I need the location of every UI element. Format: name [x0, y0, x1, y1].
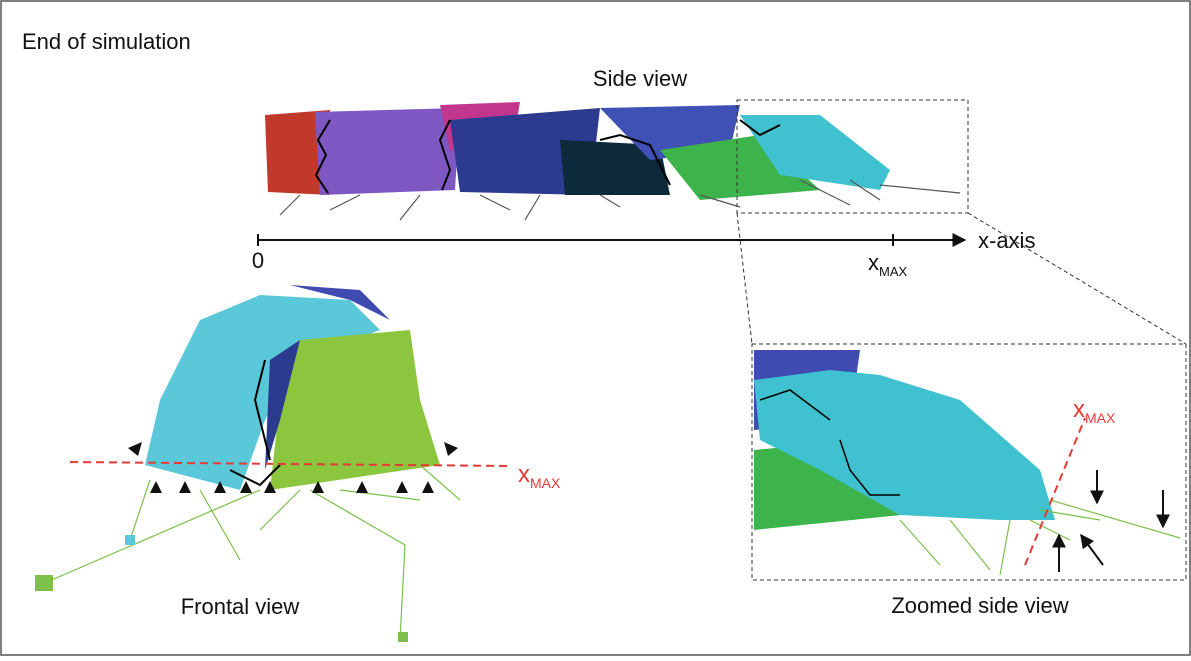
zoom-xmax-main: x	[1073, 396, 1085, 423]
panel-border	[1, 1, 1190, 655]
panel-title: End of simulation	[22, 29, 191, 54]
frontal-xmax-sub: MAX	[530, 475, 561, 491]
frontal-view-label: Frontal view	[181, 594, 300, 619]
axis-max-sub: MAX	[879, 264, 908, 279]
axis-name: x-axis	[978, 228, 1035, 253]
zoom-xmax-sub: MAX	[1085, 410, 1116, 426]
side-view-label: Side view	[593, 66, 687, 91]
axis-origin: 0	[252, 248, 264, 273]
axis-max-main: x	[868, 250, 879, 275]
figure: End of simulation Side view 0 xMAX x-axi…	[0, 0, 1191, 656]
frontal-xmax-main: x	[518, 461, 530, 488]
zoomed-view-label: Zoomed side view	[891, 593, 1068, 618]
